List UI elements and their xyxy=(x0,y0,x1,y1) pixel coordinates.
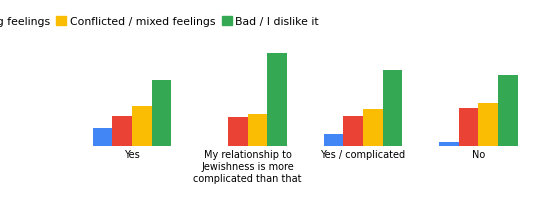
Bar xyxy=(343,116,363,146)
Bar xyxy=(132,106,152,146)
Bar xyxy=(267,53,287,146)
Bar xyxy=(93,128,112,146)
Bar xyxy=(228,117,248,146)
Bar xyxy=(248,114,267,146)
Bar xyxy=(112,116,132,146)
Bar xyxy=(498,75,518,146)
Legend: Good / I like it, Neutral / no strong feelings, Conflicted / mixed feelings, Bad: Good / I like it, Neutral / no strong fe… xyxy=(0,12,323,31)
Bar xyxy=(439,143,459,146)
Bar xyxy=(478,104,498,146)
Bar xyxy=(152,80,171,146)
Bar xyxy=(363,108,383,146)
Bar xyxy=(383,70,402,146)
Bar xyxy=(324,134,343,146)
Bar xyxy=(459,108,478,146)
